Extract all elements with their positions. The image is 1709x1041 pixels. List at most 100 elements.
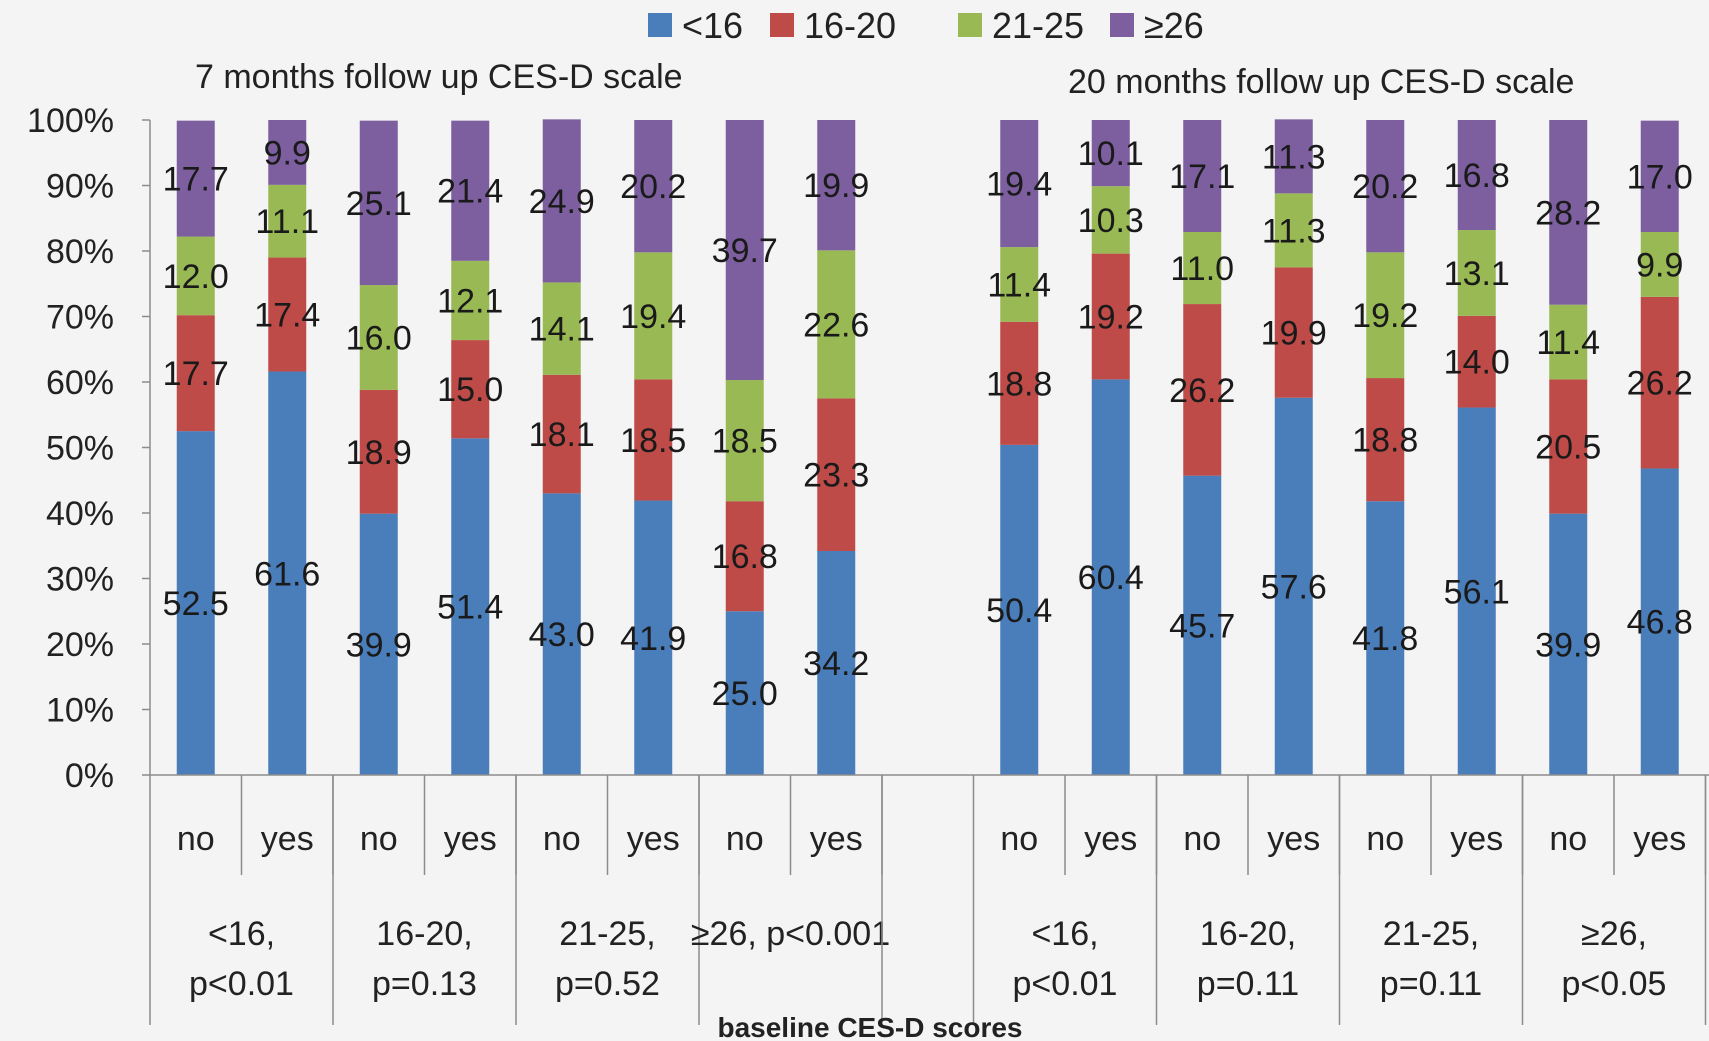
data-label: 10.3 [1078, 202, 1144, 240]
data-label: 19.4 [986, 166, 1052, 204]
data-label: 25.1 [346, 185, 412, 223]
data-label: 13.1 [1444, 255, 1510, 293]
bar-segment-2125 [817, 250, 856, 399]
data-label: 18.8 [986, 365, 1052, 403]
data-label: 18.5 [712, 423, 778, 461]
group-label-line1: 16-20, [376, 915, 472, 953]
bar-segment-16 [1457, 407, 1496, 775]
bar-segment-2125 [268, 184, 307, 258]
bar-segment-1620 [1000, 321, 1039, 445]
bar-segment-2125 [1183, 232, 1222, 305]
panel-title: 20 months follow up CES-D scale [1068, 63, 1574, 101]
legend-label: ≥26 [1144, 5, 1204, 46]
category-label: yes [444, 820, 497, 858]
data-label: 18.9 [346, 434, 412, 472]
legend-swatch [770, 13, 794, 37]
bar-segment-1620 [359, 389, 398, 514]
category-label: no [726, 820, 764, 858]
data-label: 17.7 [163, 161, 229, 199]
data-label: 15.0 [437, 371, 503, 409]
data-label: 19.2 [1352, 297, 1418, 335]
data-label: 9.9 [264, 134, 311, 172]
bar-segment-2125 [542, 282, 581, 375]
group-label-line2: p=0.11 [1380, 965, 1482, 1003]
data-label: 21.4 [437, 173, 503, 211]
category-label: no [1000, 820, 1038, 858]
bar-segment-1620 [1457, 315, 1496, 408]
data-label: 20.5 [1535, 429, 1601, 467]
bar-segment-26 [451, 120, 490, 261]
y-tick-label: 20% [46, 626, 114, 664]
data-label: 39.9 [1535, 626, 1601, 664]
bar-segment-16 [725, 611, 764, 775]
bar-segment-16 [1091, 379, 1130, 775]
panel-title: 7 months follow up CES-D scale [195, 58, 683, 96]
bar-segment-16 [268, 371, 307, 775]
x-axis-title: baseline CES-D scores [717, 1012, 1022, 1041]
data-label: 11.3 [1262, 212, 1326, 250]
group-label-line1: ≥26, [1581, 915, 1647, 953]
bar-segment-16 [542, 493, 581, 775]
data-label: 14.0 [1444, 344, 1510, 382]
data-label: 51.4 [437, 589, 503, 627]
group-label-line2: p=0.52 [555, 965, 660, 1003]
data-label: 56.1 [1444, 573, 1510, 611]
category-label: no [1366, 820, 1404, 858]
bar-segment-1620 [542, 374, 581, 494]
data-label: 12.0 [163, 258, 229, 296]
category-label: no [360, 820, 398, 858]
data-label: 18.8 [1352, 422, 1418, 460]
bar-segment-1620 [451, 340, 490, 439]
bar-segment-26 [1183, 120, 1222, 233]
y-tick-label: 90% [46, 168, 114, 206]
group-label-line1: ≥26, p<0.001 [691, 915, 890, 953]
data-label: 16.0 [346, 319, 412, 357]
group-label-line2: p=0.11 [1197, 965, 1299, 1003]
data-label: 11.1 [255, 203, 319, 241]
data-label: 34.2 [803, 645, 869, 683]
bar-segment-16 [359, 513, 398, 775]
y-tick-label: 0% [65, 757, 114, 795]
data-label: 20.2 [1352, 168, 1418, 206]
data-label: 52.5 [163, 585, 229, 623]
data-label: 25.0 [712, 675, 778, 713]
bar-segment-26 [817, 120, 856, 251]
data-label: 19.2 [1078, 299, 1144, 337]
bar-segment-16 [1549, 513, 1588, 775]
data-label: 17.7 [163, 355, 229, 393]
data-label: 39.9 [346, 626, 412, 664]
bar-segment-1620 [725, 501, 764, 612]
bar-segment-16 [1000, 444, 1039, 775]
data-label: 45.7 [1169, 607, 1235, 645]
data-label: 41.8 [1352, 620, 1418, 658]
group-label-line1: 21-25, [1383, 915, 1479, 953]
legend-swatch [958, 13, 982, 37]
bar-segment-26 [1457, 120, 1496, 231]
group-label-line1: <16, [1031, 915, 1098, 953]
category-label: yes [1450, 820, 1503, 858]
data-label: 17.0 [1627, 158, 1693, 196]
category-label: yes [1633, 820, 1686, 858]
data-label: 12.1 [437, 282, 503, 320]
category-label: no [1549, 820, 1587, 858]
bar-segment-26 [268, 120, 307, 185]
bar-segment-2125 [634, 252, 673, 380]
data-label: 60.4 [1078, 559, 1144, 597]
bar-segment-26 [1549, 120, 1588, 305]
bar-segment-26 [725, 120, 764, 381]
bar-segment-2125 [1091, 186, 1130, 254]
data-label: 61.6 [254, 555, 320, 593]
data-label: 57.6 [1261, 568, 1327, 606]
group-label-line2: p=0.13 [372, 965, 477, 1003]
bar-segment-1620 [1640, 296, 1679, 469]
bar-segment-2125 [176, 236, 215, 316]
data-label: 11.0 [1170, 250, 1234, 288]
bar-segment-16 [451, 438, 490, 775]
data-label: 43.0 [529, 616, 595, 654]
bar-segment-1620 [268, 257, 307, 372]
bar-segment-26 [359, 120, 398, 286]
data-label: 16.8 [1444, 157, 1510, 195]
y-tick-label: 100% [27, 102, 114, 140]
